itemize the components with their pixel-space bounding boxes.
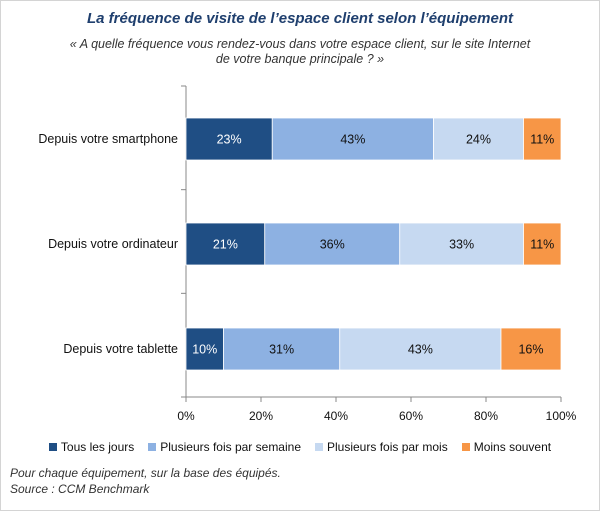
data-label: 10% bbox=[192, 343, 217, 357]
category-label-depuis-votre-tablette: Depuis votre tablette bbox=[63, 342, 178, 356]
x-tick-label: 0% bbox=[177, 409, 195, 423]
bar-segment-plusieurs-fois-par-semaine bbox=[264, 222, 401, 266]
footnote-source: Source : CCM Benchmark bbox=[10, 482, 150, 496]
chart-legend: Tous les jours Plusieurs fois par semaine… bbox=[0, 440, 600, 454]
subtitle-line-2: de votre banque principale ? » bbox=[215, 52, 385, 66]
legend-item-moins-souvent: Moins souvent bbox=[461, 440, 552, 454]
chart-title: La fréquence de visite de l’espace clien… bbox=[87, 10, 513, 27]
bar-segment-tous-les-jours bbox=[185, 222, 266, 266]
footnote-base: Pour chaque équipement, sur la base des … bbox=[10, 466, 281, 480]
legend-item-tous-les-jours: Tous les jours bbox=[48, 440, 135, 454]
x-tick-label: 40% bbox=[324, 409, 348, 423]
data-label: 11% bbox=[530, 238, 554, 252]
data-label: 24% bbox=[466, 133, 491, 147]
footnote: Pour chaque équipement, sur la base des … bbox=[10, 465, 281, 497]
data-label: 11% bbox=[530, 133, 554, 147]
legend-label: Moins souvent bbox=[473, 440, 552, 454]
legend-label: Tous les jours bbox=[60, 440, 135, 454]
legend-swatch bbox=[461, 443, 470, 451]
x-tick-label: 20% bbox=[249, 409, 273, 423]
data-label: 21% bbox=[213, 238, 238, 252]
stacked-bar-chart: 0% 20% 40% 60% 80% 100% Depuis votre smartphon… bbox=[38, 85, 577, 423]
data-label: 43% bbox=[340, 133, 365, 147]
chart-subtitle: « A quelle fréquence vous rendez-vous da… bbox=[40, 37, 560, 67]
bar-segment-plusieurs-fois-par-semaine bbox=[271, 117, 434, 161]
subtitle-line-1: « A quelle fréquence vous rendez-vous da… bbox=[69, 37, 531, 51]
data-label: 36% bbox=[320, 238, 345, 252]
legend-swatch bbox=[315, 443, 323, 451]
bar-segment-moins-souvent bbox=[523, 117, 562, 161]
bar-segment-plusieurs-fois-par-mois bbox=[339, 327, 502, 371]
category-label-depuis-votre-ordinateur: Depuis votre ordinateur bbox=[48, 237, 178, 251]
legend-swatch bbox=[48, 443, 57, 451]
bar-segment-plusieurs-fois-par-mois bbox=[399, 222, 524, 266]
legend-label: Plusieurs fois par mois bbox=[327, 440, 448, 454]
category-label-depuis-votre-smartphone: Depuis votre smartphone bbox=[38, 132, 178, 146]
data-label: 31% bbox=[269, 343, 294, 357]
x-tick-label: 80% bbox=[474, 409, 498, 423]
data-label: 23% bbox=[217, 133, 242, 147]
bar-segment-moins-souvent bbox=[523, 222, 562, 266]
x-tick-label: 100% bbox=[546, 409, 577, 423]
legend-label: Plusieurs fois par semaine bbox=[160, 440, 301, 454]
bar-segment-tous-les-jours bbox=[185, 327, 224, 371]
legend-swatch bbox=[148, 443, 157, 451]
data-label: 43% bbox=[408, 343, 433, 357]
data-label: 16% bbox=[518, 343, 543, 357]
x-tick-label: 60% bbox=[399, 409, 423, 423]
bar-segment-plusieurs-fois-par-semaine bbox=[223, 327, 341, 371]
bar-segment-moins-souvent bbox=[500, 327, 562, 371]
legend-item-plusieurs-fois-par-mois: Plusieurs fois par mois bbox=[315, 440, 448, 454]
data-label: 33% bbox=[449, 238, 474, 252]
legend-item-plusieurs-fois-par-semaine: Plusieurs fois par semaine bbox=[148, 440, 301, 454]
